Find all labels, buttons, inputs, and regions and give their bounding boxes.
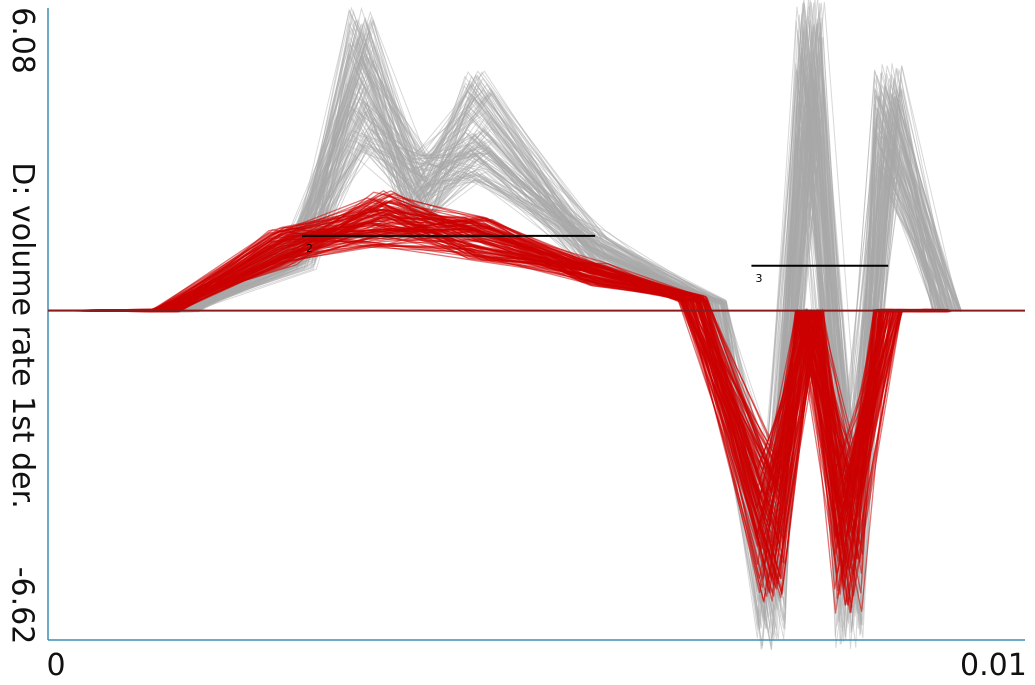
annotation-label: 2 <box>306 242 313 255</box>
background-series-line <box>47 14 939 571</box>
highlighted-series-line <box>47 228 943 563</box>
annotation-label: 3 <box>755 272 762 285</box>
x-max-label: 0.01 <box>960 648 1027 683</box>
background-series-line <box>47 26 937 645</box>
background-series-line <box>47 95 950 648</box>
background-series-line <box>47 18 946 649</box>
background-series-line <box>47 23 944 552</box>
background-series-line <box>47 20 959 621</box>
background-series-line <box>47 22 941 621</box>
y-axis-title: D: volume rate 1st der. <box>4 161 40 509</box>
highlighted-series-line <box>47 191 935 573</box>
highlighted-series-line <box>47 226 930 516</box>
highlighted-series-line <box>47 193 944 606</box>
x-min-label: 0 <box>46 648 66 683</box>
highlighted-series-line <box>47 198 925 612</box>
y-max-label: 6.08 <box>4 6 40 74</box>
y-min-label: -6.62 <box>4 566 40 644</box>
highlighted-series-group <box>47 190 952 614</box>
background-series-line <box>47 31 957 611</box>
annotation-group: 23 <box>302 234 889 285</box>
